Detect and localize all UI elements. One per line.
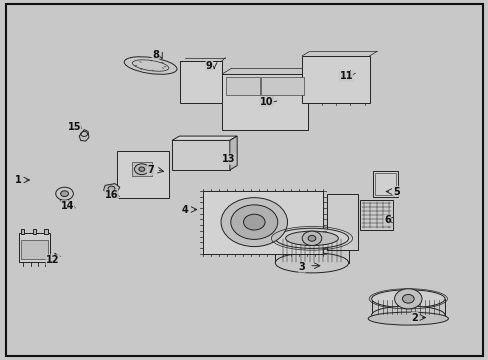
Text: 3: 3 xyxy=(298,262,305,272)
Text: 14: 14 xyxy=(61,201,74,211)
Polygon shape xyxy=(229,136,237,170)
Text: 11: 11 xyxy=(339,71,352,81)
Text: 8: 8 xyxy=(152,50,159,60)
Circle shape xyxy=(302,231,321,246)
Polygon shape xyxy=(103,184,120,194)
Ellipse shape xyxy=(367,312,447,325)
Bar xyxy=(32,229,37,234)
Text: 6: 6 xyxy=(383,215,390,225)
Circle shape xyxy=(108,186,115,191)
Circle shape xyxy=(56,187,73,200)
Bar xyxy=(203,191,322,254)
Ellipse shape xyxy=(371,306,444,324)
Circle shape xyxy=(139,167,144,171)
Ellipse shape xyxy=(371,290,444,308)
Text: 10: 10 xyxy=(259,96,273,107)
Bar xyxy=(226,77,259,95)
Ellipse shape xyxy=(275,253,348,273)
Text: 15: 15 xyxy=(67,122,81,132)
Text: 2: 2 xyxy=(410,312,417,323)
Bar xyxy=(302,56,369,103)
Circle shape xyxy=(243,214,264,230)
Bar xyxy=(180,61,221,103)
Circle shape xyxy=(230,205,277,239)
Bar xyxy=(372,171,397,197)
Circle shape xyxy=(307,235,315,241)
Circle shape xyxy=(134,164,149,175)
Bar xyxy=(21,240,48,259)
Ellipse shape xyxy=(285,231,338,246)
Text: 9: 9 xyxy=(205,60,212,71)
Bar xyxy=(260,77,303,95)
Circle shape xyxy=(221,198,287,247)
Text: 7: 7 xyxy=(147,165,154,175)
Bar xyxy=(326,194,358,250)
Bar xyxy=(44,229,48,234)
Text: 4: 4 xyxy=(181,204,188,215)
Bar xyxy=(374,173,395,195)
Text: 1: 1 xyxy=(15,175,22,185)
Circle shape xyxy=(402,294,413,303)
Circle shape xyxy=(394,289,421,309)
Circle shape xyxy=(61,191,68,197)
Bar xyxy=(117,151,168,198)
Polygon shape xyxy=(172,136,237,140)
Bar xyxy=(172,140,229,170)
Bar xyxy=(359,200,392,230)
Bar xyxy=(20,229,24,234)
Bar xyxy=(222,74,307,130)
Polygon shape xyxy=(79,130,89,141)
Text: 12: 12 xyxy=(46,255,60,265)
Polygon shape xyxy=(60,194,69,202)
Text: 16: 16 xyxy=(104,190,118,200)
Text: 13: 13 xyxy=(222,154,235,164)
Ellipse shape xyxy=(275,228,348,248)
Bar xyxy=(19,233,50,262)
Text: 5: 5 xyxy=(393,186,400,197)
Bar xyxy=(132,162,151,176)
